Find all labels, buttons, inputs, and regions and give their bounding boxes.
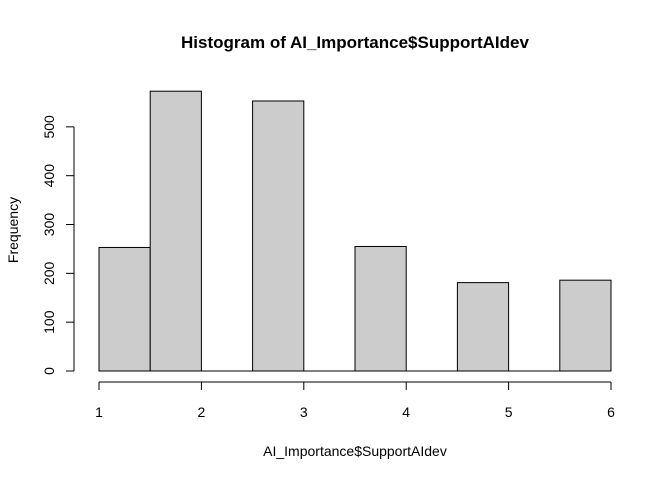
x-axis: 1 2 3 4 5 6: [95, 381, 615, 420]
chart-title: Histogram of AI_Importance$SupportAIdev: [181, 33, 529, 52]
x-tick-label: 4: [402, 404, 410, 420]
y-tick-label: 500: [41, 115, 57, 139]
y-tick-label: 400: [41, 164, 57, 188]
histogram-bar-2: [149, 90, 202, 372]
y-tick-label: 100: [41, 310, 57, 334]
histogram-bar-1: [98, 246, 151, 372]
x-tick-label: 5: [505, 404, 513, 420]
y-axis: 0 100 200 300 400 500: [41, 115, 75, 375]
x-tick-label: 1: [95, 404, 103, 420]
histogram-bar-6: [354, 245, 407, 372]
histogram-bar-4: [252, 100, 305, 372]
histogram-bar-10: [559, 279, 612, 372]
y-tick-label: 300: [41, 213, 57, 237]
histogram-bar-8: [456, 282, 510, 372]
x-tick-label: 3: [300, 404, 308, 420]
x-axis-label: AI_Importance$SupportAIdev: [263, 443, 447, 459]
x-tick-label: 2: [198, 404, 206, 420]
y-tick-label: 0: [41, 367, 57, 375]
bars-group: [98, 90, 612, 372]
y-tick-label: 200: [41, 261, 57, 285]
x-tick-label: 6: [607, 404, 615, 420]
y-axis-label: Frequency: [5, 197, 21, 263]
